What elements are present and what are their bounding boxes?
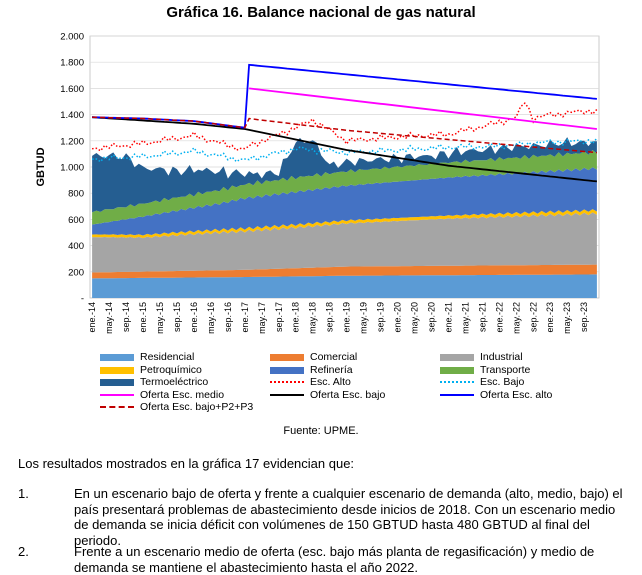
x-tick-label: sep.-19 — [376, 302, 386, 332]
legend-swatch — [270, 354, 304, 361]
x-tick-label: ene.-15 — [138, 302, 148, 333]
y-axis: - 200 400 600 800 1.000 1.200 1.400 1.600 1.800 2.… — [60, 32, 84, 305]
line-oferta-esc-bajo — [92, 116, 597, 183]
list-text: En un escenario bajo de oferta y frente … — [74, 486, 623, 548]
y-tick-label: 600 — [68, 215, 84, 226]
legend-swatch — [100, 406, 134, 408]
legend-label: Industrial — [480, 351, 523, 363]
y-axis-label: GBTUD — [35, 147, 47, 186]
x-tick-label: sep.-14 — [121, 302, 131, 332]
x-tick-label: sep.-18 — [325, 302, 335, 332]
y-tick-label: 1.800 — [60, 58, 84, 69]
legend-label: Termoeléctrico — [140, 376, 209, 388]
x-tick-label: may.-17 — [257, 302, 267, 334]
area-industrial — [92, 212, 597, 273]
x-tick-label: may.-16 — [206, 302, 216, 334]
x-tick-label: may.-14 — [104, 302, 114, 334]
legend-swatch — [440, 381, 474, 383]
chart-title: Gráfica 16. Balance nacional de gas natu… — [166, 4, 476, 21]
legend-label: Oferta Esc. alto — [480, 388, 553, 401]
x-tick-label: sep.-21 — [477, 302, 487, 332]
x-tick-label: ene.-19 — [342, 302, 352, 333]
list-number: 1. — [18, 486, 29, 501]
list-number: 2. — [18, 544, 29, 559]
y-tick-label: 800 — [68, 189, 84, 200]
x-tick-label: sep.-16 — [223, 302, 233, 332]
x-tick-label: may.-19 — [359, 302, 369, 334]
legend-label: Oferta Esc. bajo+P2+P3 — [140, 401, 254, 413]
line-oferta-esc-bajo-p2-p3 — [92, 116, 597, 154]
x-tick-label: may.-15 — [155, 302, 165, 334]
legend-swatch — [270, 366, 304, 374]
source-note: Fuente: UPME. — [283, 425, 359, 437]
area-petroquímico — [92, 209, 597, 239]
legend-swatch — [270, 393, 304, 396]
legend-label: Oferta Esc. medio — [140, 388, 225, 401]
x-tick-label: may.-21 — [460, 302, 470, 334]
y-tick-label: 200 — [68, 267, 84, 278]
legend-label: Refinería — [310, 363, 353, 376]
x-tick-label: ene.-14 — [87, 302, 97, 333]
list-item: 2. Frente a un escenario medio de oferta… — [18, 544, 630, 575]
x-tick-label: sep.-15 — [172, 302, 182, 332]
y-tick-label: 400 — [68, 241, 84, 252]
series-lines — [92, 63, 598, 183]
y-tick-label: - — [81, 294, 84, 305]
x-tick-label: may.-18 — [308, 302, 318, 334]
legend-label: Residencial — [140, 351, 195, 363]
x-tick-label: sep.-20 — [427, 302, 437, 332]
x-tick-label: ene.-18 — [291, 302, 301, 333]
legend-swatch — [440, 366, 474, 374]
legend-swatch — [100, 366, 134, 374]
x-tick-label: ene.-20 — [393, 302, 403, 333]
legend-swatch — [100, 354, 134, 361]
x-tick-label: may.-22 — [511, 302, 521, 334]
legend-label: Esc. Bajo — [480, 376, 525, 388]
x-tick-label: ene.-17 — [240, 302, 250, 333]
x-tick-label: sep.-17 — [274, 302, 284, 332]
list-item: 1. En un escenario bajo de oferta y fren… — [18, 486, 630, 548]
y-tick-label: 2.000 — [60, 32, 84, 43]
x-tick-label: ene.-21 — [443, 302, 453, 333]
legend-label: Oferta Esc. bajo — [310, 388, 386, 401]
legend-swatch — [100, 379, 134, 386]
x-tick-label: may.-23 — [562, 302, 572, 334]
legend-swatch — [270, 381, 304, 383]
intro-paragraph: Los resultados mostrados en la gráfica 1… — [18, 456, 355, 471]
x-tick-label: ene.-22 — [494, 302, 504, 333]
chart: - 200 400 600 800 1.000 1.200 1.400 1.600 1.800 2.… — [35, 32, 600, 334]
y-tick-label: 1.200 — [60, 136, 84, 147]
y-tick-label: 1.600 — [60, 84, 84, 95]
x-tick-label: sep.-22 — [528, 302, 538, 332]
x-tick-label: may.-20 — [410, 302, 420, 334]
legend-swatch — [440, 354, 474, 361]
x-axis: ene.-14 may.-14 sep.-14 ene.-15 may.-15 sep.-… — [87, 302, 589, 334]
area-comercial — [92, 264, 597, 279]
legend-label: Petroquímico — [140, 363, 202, 376]
line-oferta-esc-medio — [248, 87, 598, 130]
legend-label: Transporte — [480, 363, 531, 376]
legend-label: Comercial — [310, 351, 358, 363]
stacked-areas — [92, 137, 597, 298]
area-termoeléctrico — [92, 137, 597, 213]
x-tick-label: ene.-16 — [189, 302, 199, 333]
legend-label: Esc. Alto — [310, 376, 351, 388]
y-tick-label: 1.000 — [60, 163, 84, 174]
legend-swatch — [440, 393, 474, 396]
list-text: Frente a un escenario medio de oferta (e… — [74, 544, 595, 575]
area-refinería — [92, 167, 597, 236]
area-residencial — [92, 274, 597, 298]
x-tick-label: sep.-23 — [579, 302, 589, 332]
legend-swatch — [100, 393, 134, 396]
y-tick-label: 1.400 — [60, 110, 84, 121]
x-tick-label: ene.-23 — [545, 302, 555, 333]
